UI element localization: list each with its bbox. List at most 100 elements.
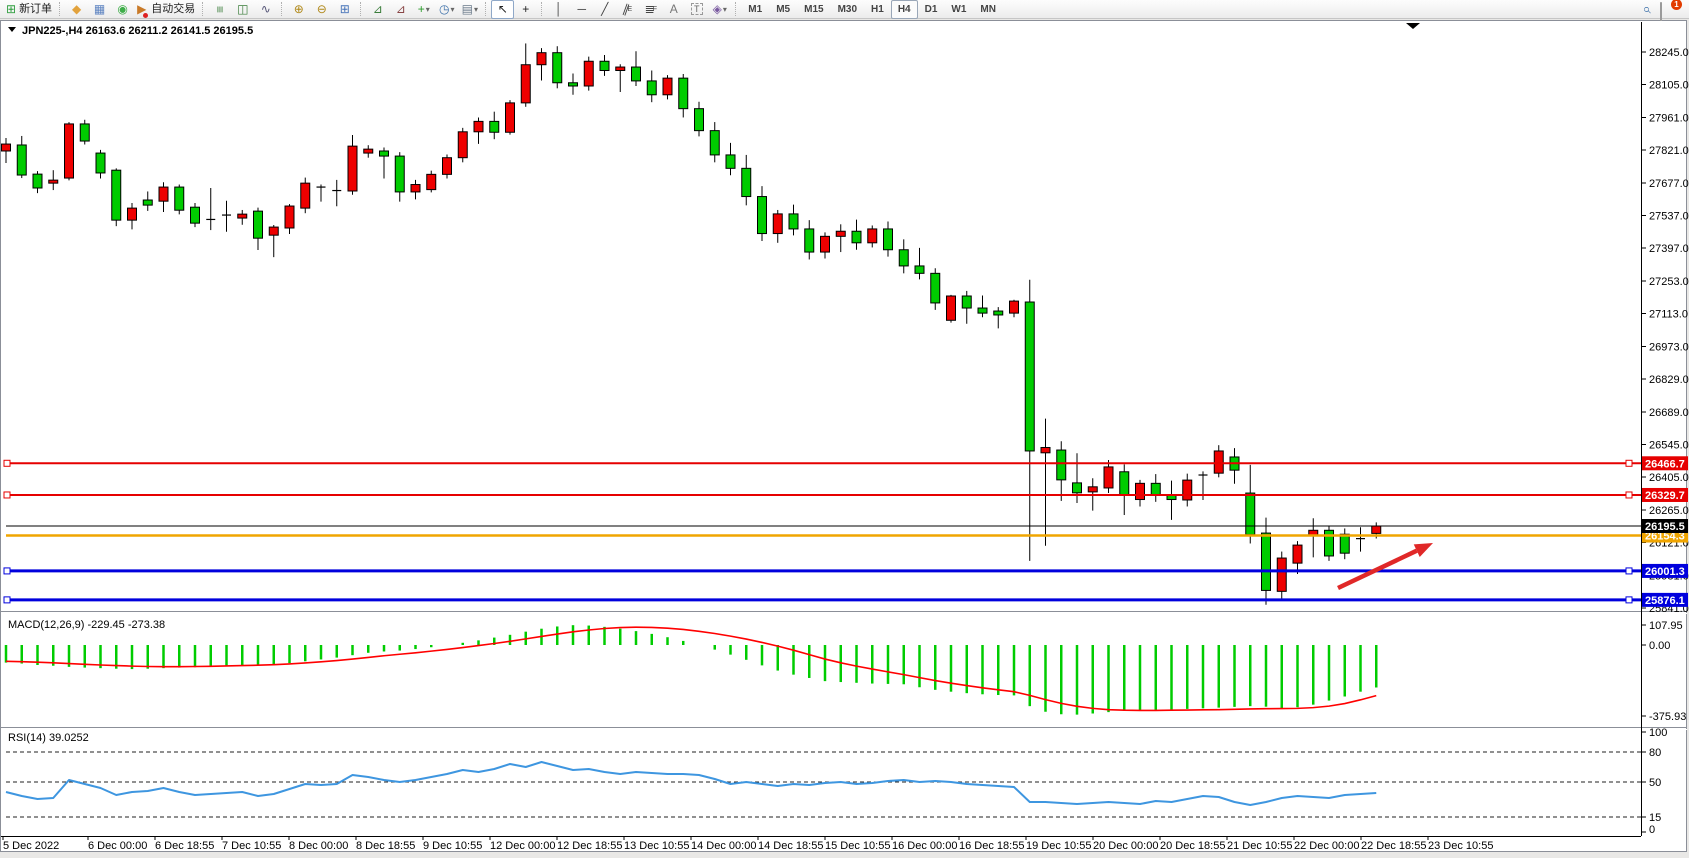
bear-candle <box>1119 471 1130 496</box>
bear-candle <box>725 154 736 169</box>
candles-layer <box>1 43 1382 605</box>
timeframe-mn-button[interactable]: MN <box>980 3 996 15</box>
bull-candle <box>268 226 279 236</box>
autotrading-button[interactable]: ▶ 自动交易 <box>134 0 198 19</box>
toolbar-separator <box>485 2 487 16</box>
notifications-button[interactable]: 1 <box>1660 0 1682 21</box>
bear-candle <box>190 206 200 224</box>
line-chart-button[interactable]: ∿ <box>254 0 277 19</box>
navigator-button[interactable]: ◉ <box>111 0 134 19</box>
timeframe-h1-button[interactable]: H1 <box>871 3 884 15</box>
level-price-tag <box>1642 592 1688 607</box>
profiles-icon: ◆ <box>71 1 82 16</box>
price-axis-label: 27677.0 <box>1649 178 1689 190</box>
rsi-axis-label: 80 <box>1649 747 1661 759</box>
timeframe-m15-button[interactable]: M15 <box>804 3 824 15</box>
line-handle[interactable] <box>3 459 11 467</box>
time-axis-label: 20 Dec 18:55 <box>1160 840 1225 852</box>
rsi-label: RSI(14) 39.0252 <box>8 732 89 744</box>
add-indicator-button[interactable]: + ▾ <box>412 0 435 19</box>
periods-button[interactable]: ◷ ▾ <box>435 0 458 19</box>
bar-chart-button[interactable]: ≡ <box>208 0 231 19</box>
chart-window[interactable] <box>0 20 1687 852</box>
new-order-button[interactable]: ⊞ 新订单 <box>3 0 55 19</box>
line-handle[interactable] <box>3 596 11 604</box>
timeframe-m30-button[interactable]: M30 <box>837 3 858 15</box>
level-price-tag-label: 26466.7 <box>1645 458 1685 470</box>
timeframe-m5-button[interactable]: M5 <box>776 3 791 15</box>
chart-shift-marker[interactable] <box>1406 23 1420 29</box>
timeframe-m1-button[interactable]: M1 <box>748 3 763 15</box>
timeframe-w1-button[interactable]: W1 <box>951 3 967 15</box>
line-handle[interactable] <box>1625 596 1633 604</box>
level-price-tag <box>1642 563 1688 578</box>
bull-candle <box>1009 300 1019 314</box>
market-watch-button[interactable]: ▦ <box>88 0 111 19</box>
crosshair-button[interactable]: + <box>514 0 537 19</box>
rsi-axis-label: 100 <box>1649 727 1667 739</box>
bull-candle <box>1371 525 1382 534</box>
bull-candle <box>1276 557 1287 592</box>
time-axis-label: 20 Dec 00:00 <box>1093 840 1158 852</box>
zoom-out-button[interactable]: ⊖ <box>310 0 333 19</box>
bear-candle <box>1072 482 1082 494</box>
text-label-button[interactable]: T <box>685 0 708 19</box>
templates-button[interactable]: ▤ ▾ <box>458 0 481 19</box>
bull-candle <box>127 207 137 221</box>
price-axis-label: 27961.0 <box>1649 112 1689 124</box>
candlestick-chart-button[interactable]: ◫ <box>231 0 254 19</box>
vertical-line-button[interactable]: │ <box>547 0 570 19</box>
bull-candle <box>48 179 59 184</box>
line-handle[interactable] <box>1625 567 1633 575</box>
arrows-button[interactable]: ◈ ▾ <box>708 0 731 19</box>
add-indicator-icon: + <box>417 1 425 16</box>
price-axis-label: 28245.0 <box>1649 47 1689 59</box>
bar-chart-icon: ≡ <box>213 5 228 13</box>
line-handle[interactable] <box>1625 491 1633 499</box>
search-icon[interactable]: ⌕ <box>1637 5 1654 13</box>
trend-arrow[interactable] <box>1337 548 1418 591</box>
bull-candle <box>1 143 11 152</box>
macd-signal-line <box>5 626 1377 712</box>
tile-windows-button[interactable]: ⊞ <box>333 0 356 19</box>
equidistant-channel-button[interactable]: ∥ E <box>616 0 639 19</box>
indicator-list-button[interactable]: ⊿ <box>366 0 389 19</box>
trendline-button[interactable]: ╱ <box>593 0 616 19</box>
timeframe-h4-button[interactable]: H4 <box>890 0 918 19</box>
symbol-dropdown-icon[interactable] <box>8 27 16 32</box>
price-axis-label: 26829.0 <box>1649 374 1689 386</box>
line-handle[interactable] <box>3 567 11 575</box>
fibonacci-button[interactable]: ≣ F <box>639 0 662 19</box>
bull-candle <box>442 157 452 175</box>
time-axis: 5 Dec 2022 6 Dec 00:00 6 Dec 18:55 7 Dec 10… <box>2 836 1493 852</box>
bull-candle <box>820 235 830 253</box>
bull-candle <box>583 60 594 87</box>
candlestick-chart-icon: ◫ <box>237 1 249 16</box>
indicator-window-button[interactable]: ⊿ <box>389 0 412 19</box>
time-axis-label: 22 Dec 18:55 <box>1361 840 1426 852</box>
time-axis-label: 13 Dec 10:55 <box>624 840 689 852</box>
dropdown-arrow-icon: ▾ <box>450 4 455 14</box>
bear-candle <box>757 196 767 235</box>
profiles-button[interactable]: ◆ <box>65 0 88 19</box>
zoom-in-button[interactable]: ⊕ <box>287 0 310 19</box>
line-handle[interactable] <box>3 491 11 499</box>
macd-axis-label: 0.00 <box>1649 640 1670 652</box>
dropdown-arrow-icon: ▾ <box>473 4 478 14</box>
timeframe-d1-button[interactable]: D1 <box>924 3 938 15</box>
horizontal-line-button[interactable]: ─ <box>570 0 593 19</box>
trend-arrow-head[interactable] <box>1413 543 1433 558</box>
crosshair-icon: + <box>522 1 530 16</box>
time-axis-label: 19 Dec 10:55 <box>1026 840 1091 852</box>
price-axis-label: 27113.0 <box>1649 309 1688 321</box>
line-handle[interactable] <box>1625 459 1633 467</box>
bear-candle <box>253 210 263 239</box>
bear-candle <box>788 213 799 230</box>
bear-candle <box>1056 449 1067 481</box>
bull-candle <box>457 131 468 159</box>
cursor-button[interactable]: ↖ <box>491 0 515 19</box>
text-button[interactable]: A <box>662 0 685 19</box>
macd-panel: MACD(12,26,9) -229.45 -273.38 107.95 0.00 -… <box>4 619 1686 723</box>
bull-candle <box>615 66 626 72</box>
